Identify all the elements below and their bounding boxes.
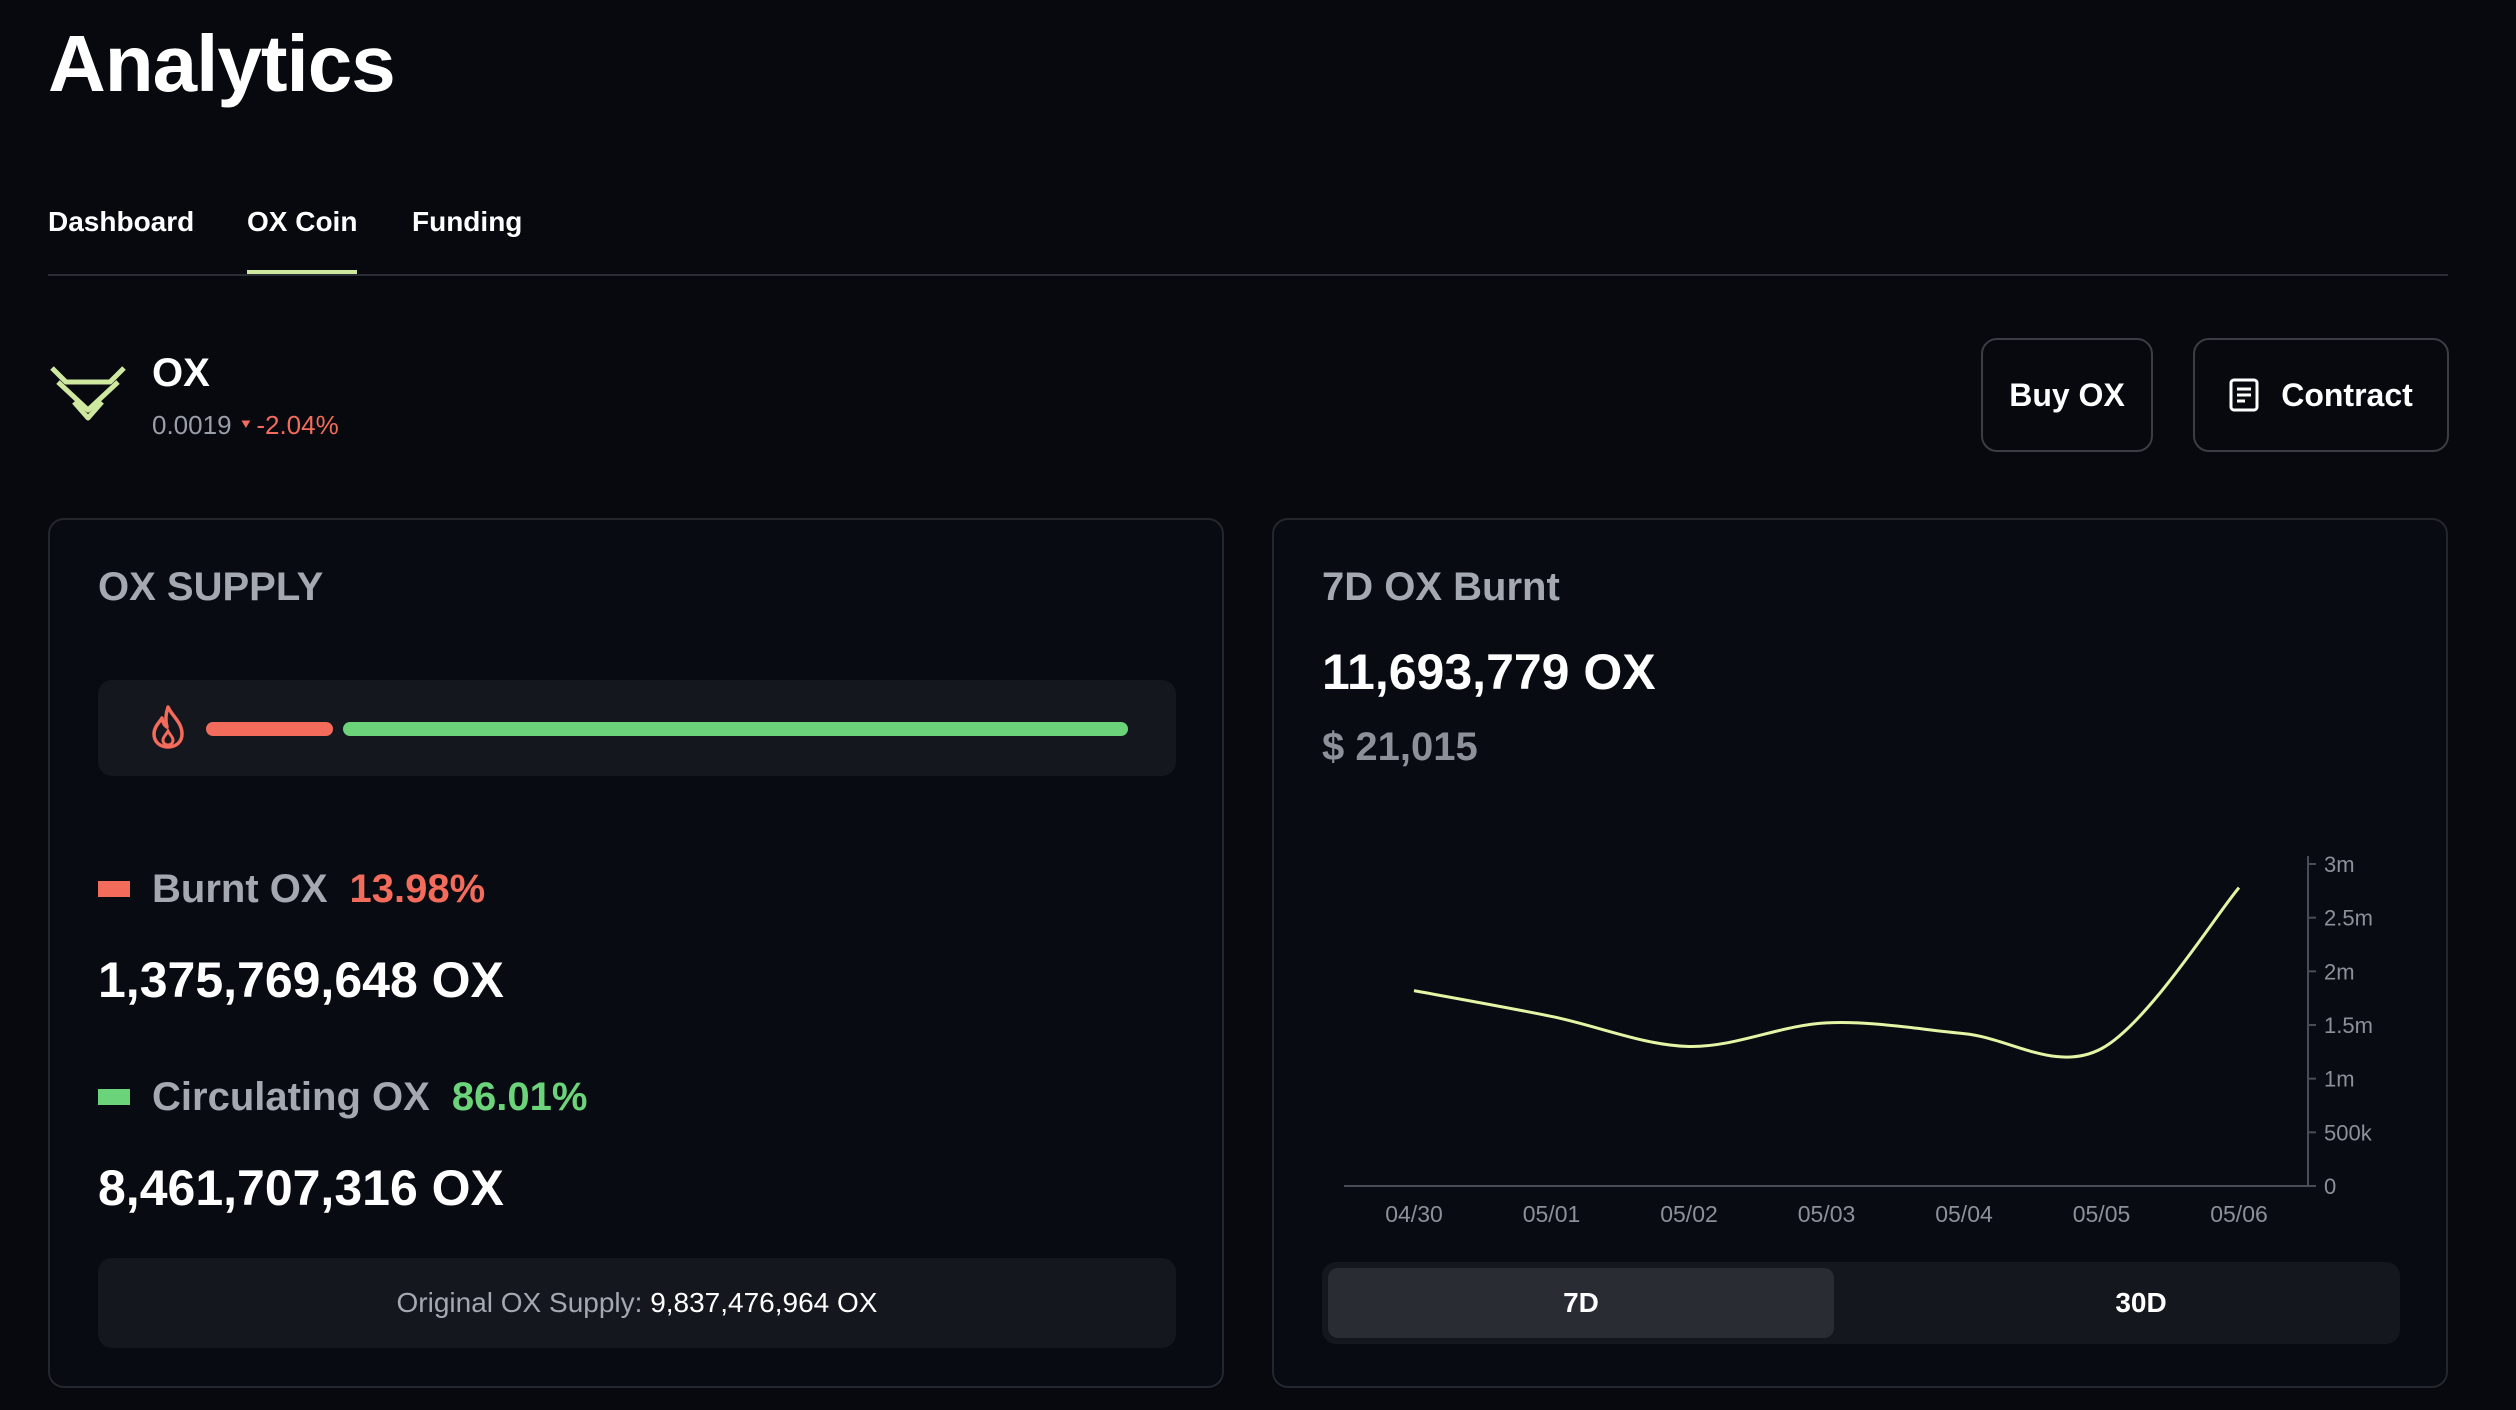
burnt-ox-amount: 11,693,779 OX xyxy=(1322,644,1656,700)
y-tick-label: 2m xyxy=(2324,959,2355,984)
y-tick-label: 0 xyxy=(2324,1174,2336,1199)
tab-dashboard[interactable]: Dashboard xyxy=(48,206,195,237)
burnt-bar xyxy=(206,722,333,736)
burnt-swatch xyxy=(98,881,130,897)
burnt-card: 7D OX Burnt 11,693,779 OX $ 21,015 0 500k… xyxy=(1272,518,2448,1388)
chevron-down-icon: ⯆ xyxy=(239,417,253,434)
range-30d-button[interactable]: 30D xyxy=(2115,1287,2167,1318)
buy-ox-button[interactable]: Buy OX xyxy=(1981,338,2153,452)
burnt-line-chart: 0 500k 1m 1.5m 2m 2.5m 3m 04/30 05/01 05/02 05/03 0… xyxy=(1344,852,2373,1227)
ox-logo-icon xyxy=(50,366,126,421)
supply-heading: OX SUPPLY xyxy=(98,565,324,609)
x-tick-label: 05/02 xyxy=(1660,1201,1718,1227)
contract-label: Contract xyxy=(2281,376,2413,413)
tab-bar: Dashboard OX Coin Funding xyxy=(48,200,2448,276)
range-toggle: 7D 30D xyxy=(1322,1262,2400,1344)
original-supply-value: 9,837,476,964 OX xyxy=(650,1287,878,1318)
coin-price: 0.0019 xyxy=(152,410,232,440)
document-icon xyxy=(2229,378,2259,412)
range-7d-button[interactable]: 7D xyxy=(1328,1268,1834,1338)
flame-icon xyxy=(152,705,184,749)
burnt-label: Burnt OX xyxy=(152,867,328,911)
circulating-label: Circulating OX xyxy=(152,1075,430,1119)
original-supply-label: Original OX Supply: xyxy=(396,1287,643,1318)
x-tick-label: 05/05 xyxy=(2073,1201,2131,1227)
page-title: Analytics xyxy=(48,19,396,108)
y-tick-label: 2.5m xyxy=(2324,906,2373,931)
circulating-swatch xyxy=(98,1089,130,1105)
x-tick-label: 04/30 xyxy=(1385,1201,1443,1227)
coin-price-row: 0.0019 ⯆ -2.04% xyxy=(152,408,339,447)
y-tick-label: 500k xyxy=(2324,1120,2373,1145)
y-tick-label: 1m xyxy=(2324,1067,2355,1092)
x-tick-label: 05/03 xyxy=(1798,1201,1856,1227)
supply-bar xyxy=(98,680,1176,776)
tab-funding[interactable]: Funding xyxy=(412,206,523,237)
x-tick-label: 05/04 xyxy=(1935,1201,1993,1227)
burnt-usd-amount: $ 21,015 xyxy=(1322,725,1478,769)
circulating-legend: Circulating OX 86.01% xyxy=(98,1072,587,1122)
x-tick-label: 05/06 xyxy=(2210,1201,2268,1227)
burnt-series-line xyxy=(1413,886,2241,1059)
circulating-bar xyxy=(343,722,1128,736)
burnt-amount: 1,375,769,648 OX xyxy=(98,952,504,1008)
burnt-percent: 13.98% xyxy=(349,867,486,911)
contract-button[interactable]: Contract xyxy=(2193,338,2449,452)
y-tick-label: 1.5m xyxy=(2324,1013,2373,1038)
y-tick-label: 3m xyxy=(2324,852,2355,877)
burnt-heading: 7D OX Burnt xyxy=(1322,565,1560,609)
circulating-amount: 8,461,707,316 OX xyxy=(98,1160,504,1216)
original-supply: Original OX Supply: 9,837,476,964 OX xyxy=(98,1258,1176,1348)
price-change: -2.04% xyxy=(256,410,339,440)
supply-card: OX SUPPLY Burnt OX 13.98% 1,375,769,648 … xyxy=(48,518,1224,1388)
x-tick-label: 05/01 xyxy=(1523,1201,1581,1227)
tab-ox-coin[interactable]: OX Coin xyxy=(247,200,358,274)
circulating-percent: 86.01% xyxy=(451,1075,588,1119)
coin-symbol: OX xyxy=(152,351,210,395)
burnt-legend: Burnt OX 13.98% xyxy=(98,864,485,914)
